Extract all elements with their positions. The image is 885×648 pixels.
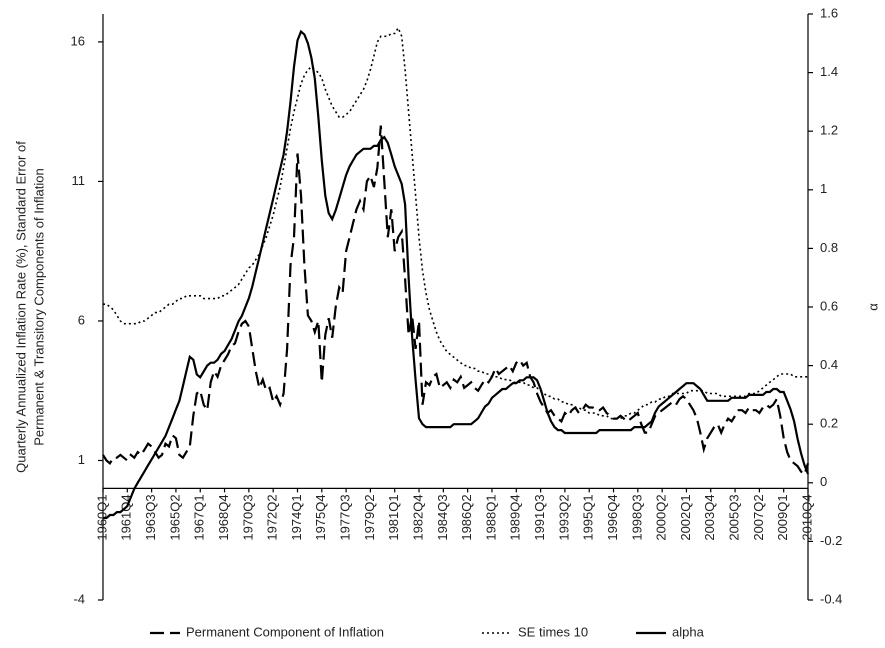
- x-tick-label: 2005Q3: [727, 494, 742, 540]
- y-tick-label: -4: [73, 591, 85, 606]
- y-axis-label: Quarterly Annualized Inflation Rate (%),…: [13, 141, 28, 473]
- x-tick-label: 1961Q4: [119, 494, 134, 540]
- x-tick-label: 1981Q1: [386, 494, 401, 540]
- x-tick-label: 1963Q3: [143, 494, 158, 540]
- series-line: [103, 26, 808, 420]
- x-tick-label: 1993Q2: [556, 494, 571, 540]
- x-tick-label: 1986Q2: [459, 494, 474, 540]
- x-tick-label: 2000Q2: [654, 494, 669, 540]
- y2-tick-label: 1.2: [820, 123, 838, 138]
- legend-label: alpha: [672, 624, 705, 639]
- x-tick-label: 1968Q4: [216, 494, 231, 540]
- x-tick-label: 2003Q4: [702, 494, 717, 540]
- x-tick-label: 1977Q3: [338, 494, 353, 540]
- x-tick-label: 1984Q3: [435, 494, 450, 540]
- x-tick-label: 1989Q4: [508, 494, 523, 540]
- y2-tick-label: 0.6: [820, 298, 838, 313]
- y2-tick-label: 0.2: [820, 416, 838, 431]
- y2-tick-label: 0: [820, 474, 827, 489]
- y2-tick-label: 1.6: [820, 5, 838, 20]
- x-tick-label: 2010Q4: [799, 494, 814, 540]
- x-tick-label: 1967Q1: [192, 494, 207, 540]
- x-tick-label: 1975Q4: [313, 494, 328, 540]
- x-tick-label: 1982Q4: [410, 494, 425, 540]
- y2-tick-label: 1: [820, 181, 827, 196]
- y2-tick-label: 0.8: [820, 240, 838, 255]
- y-axis-label: Permanent & Transitory Components of Inf…: [31, 168, 46, 445]
- x-tick-label: 1960Q1: [94, 494, 109, 540]
- x-tick-label: 1995Q1: [581, 494, 596, 540]
- y-tick-label: 11: [72, 173, 86, 188]
- legend-label: SE times 10: [518, 624, 588, 639]
- y-tick-label: 16: [71, 33, 85, 48]
- x-tick-label: 1970Q3: [240, 494, 255, 540]
- y2-axis-label: α: [865, 303, 880, 311]
- y2-tick-label: -0.2: [820, 533, 842, 548]
- x-tick-label: 2002Q1: [678, 494, 693, 540]
- x-tick-label: 1979Q2: [362, 494, 377, 540]
- y2-tick-label: 0.4: [820, 357, 838, 372]
- x-tick-label: 1972Q2: [265, 494, 280, 540]
- x-tick-label: 2009Q1: [775, 494, 790, 540]
- x-tick-label: 1988Q1: [483, 494, 498, 540]
- x-tick-label: 1965Q2: [167, 494, 182, 540]
- x-tick-label: 1996Q4: [605, 494, 620, 540]
- x-tick-label: 1991Q3: [532, 494, 547, 540]
- series-line: [103, 29, 810, 520]
- y2-tick-label: 1.4: [820, 64, 838, 79]
- x-tick-label: 1974Q1: [289, 494, 304, 540]
- x-tick-label: 1998Q3: [629, 494, 644, 540]
- series-line: [102, 125, 810, 477]
- y-tick-label: 6: [78, 312, 85, 327]
- x-tick-label: 2007Q2: [751, 494, 766, 540]
- y-tick-label: 1: [78, 452, 85, 467]
- y2-tick-label: -0.4: [820, 591, 842, 606]
- legend-label: Permanent Component of Inflation: [186, 624, 384, 639]
